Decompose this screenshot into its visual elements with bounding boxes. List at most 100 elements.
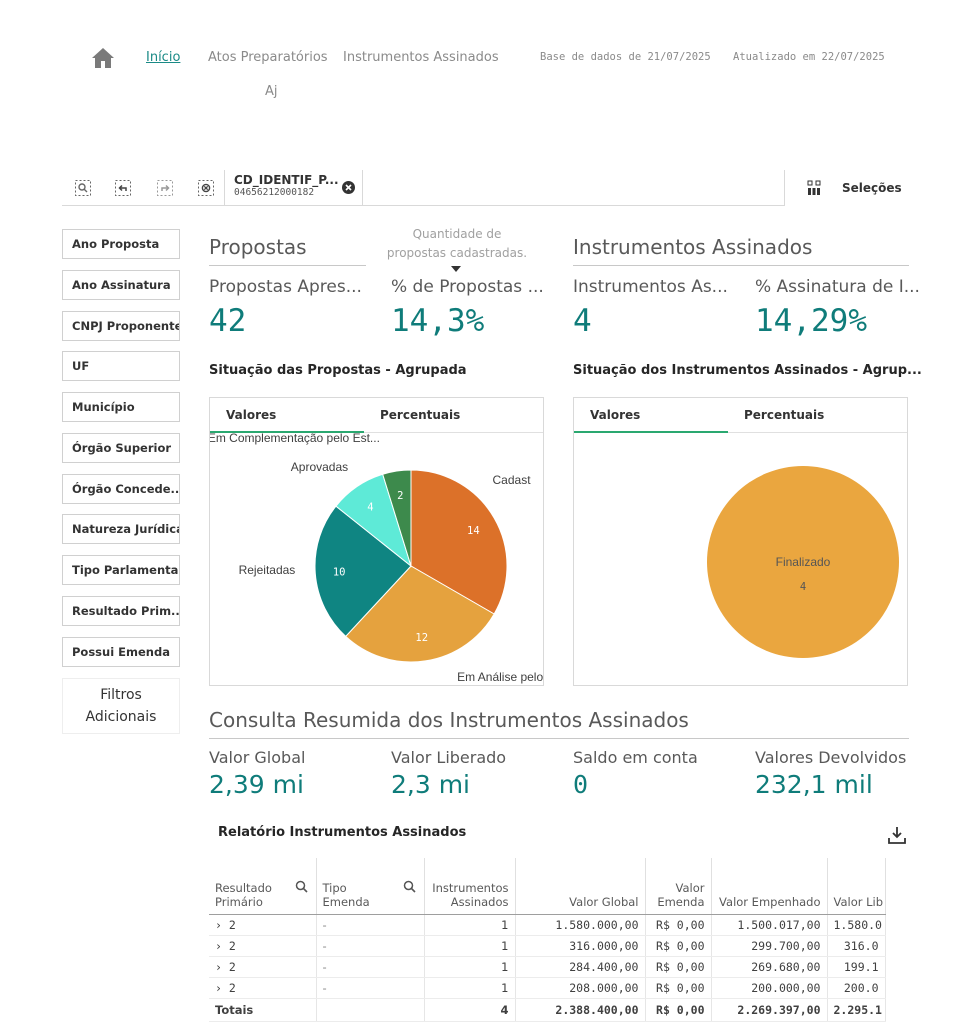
pie-slice-cadast[interactable] [410,469,508,615]
home-icon[interactable] [91,47,115,69]
pie-slice-em-complementacao-pelo-est[interactable] [382,469,412,567]
cell-totais-tipo [316,997,425,1022]
cell-valor-global: 316.000,00 [515,935,646,957]
chart-instrumentos-tabs: Valores Percentuais [574,398,907,433]
pie-label-cadast: Cadast [493,473,532,487]
pie-slice-em-analise-pelo-org[interactable] [344,565,495,663]
tab-valores[interactable]: Valores [210,398,364,433]
pie-slice-finalizado[interactable] [707,466,899,658]
cell-valor-global: 284.400,00 [515,956,646,978]
kpi-percent-assinatura-label: % Assinatura de I... [755,277,920,297]
cell-valor-liberado: 200.0 [827,977,886,999]
cell-valor-empenhado: 200.000,00 [711,977,828,999]
search-icon[interactable] [403,880,416,896]
cell-instrumentos: 1 [424,977,516,999]
tab-valores-instrumentos[interactable]: Valores [574,398,728,433]
tab-percentuais-instrumentos-label: Percentuais [744,408,825,422]
pie-label-em-complementacao-pelo-est: Em Complementação pelo Est... [210,433,380,445]
cell-resultado: › 2 [209,935,317,957]
filter-tipo-parlamentar[interactable]: Tipo Parlamentar [62,555,180,585]
col-valor-emenda[interactable]: Valor Emenda [645,858,712,915]
kpi-percent-propostas-label: % de Propostas ... [391,277,544,297]
kpi-instrumentos-assinados-value: 4 [573,303,592,339]
cell-totais-valor-global: 2.388.400,00 [515,997,646,1022]
consulta-divider [209,738,909,739]
nav-atos-preparatorios[interactable]: Atos Preparatórios [208,50,328,65]
cell-tipo-emenda: - [316,935,425,957]
step-forward-icon[interactable] [154,178,176,198]
consulta-title: Consulta Resumida dos Instrumentos Assin… [209,708,689,732]
nav-aj[interactable]: Aj [265,84,278,99]
table-row[interactable]: › 2 - 1 1.580.000,00 R$ 0,00 1.500.017,0… [209,914,886,936]
chart-instrumentos-title: Situação dos Instrumentos Assinados - Ag… [573,363,922,378]
col-resultado-primario-label: Resultado Primário [215,880,272,909]
smart-search-icon[interactable] [72,178,94,198]
filter-natureza-juridica[interactable]: Natureza Jurídica [62,514,180,544]
filter-resultado-primario[interactable]: Resultado Prim... [62,596,180,626]
kpi-saldo-conta-value: 0 [573,770,589,799]
cell-valor-emenda: R$ 0,00 [645,914,712,936]
cell-valor-liberado: 199.1 [827,956,886,978]
filter-cnpj-proponente[interactable]: CNPJ Proponente [62,311,180,341]
col-resultado-primario[interactable]: Resultado Primário [209,858,317,915]
propostas-tooltip: Quantidade de propostas cadastradas. [386,227,528,260]
relatorio-title: Relatório Instrumentos Assinados [218,825,467,840]
cell-tipo-emenda: - [316,977,425,999]
nav-instrumentos-assinados[interactable]: Instrumentos Assinados [343,50,499,65]
cell-instrumentos: 1 [424,956,516,978]
table-row[interactable]: › 2 - 1 284.400,00 R$ 0,00 269.680,00 19… [209,956,886,978]
filtros-adicionais-button[interactable]: Filtros Adicionais [62,678,180,734]
pie-value-em-analise-pelo-org: 12 [415,632,428,644]
remove-selection-icon[interactable] [342,179,355,194]
tab-percentuais-instrumentos[interactable]: Percentuais [728,398,907,433]
download-icon[interactable] [887,825,907,845]
filter-ano-proposta[interactable]: Ano Proposta [62,229,180,259]
cell-totais-label: Totais [209,997,317,1022]
tab-percentuais[interactable]: Percentuais [364,398,543,433]
selections-icon [807,180,822,200]
kpi-propostas-apresentadas-value: 42 [209,303,247,339]
kpi-saldo-conta-label: Saldo em conta [573,748,698,767]
clear-selections-icon[interactable] [195,178,217,198]
col-tipo-emenda[interactable]: Tipo Emenda [316,858,425,915]
filter-municipio[interactable]: Município [62,392,180,422]
col-valor-global[interactable]: Valor Global [515,858,646,915]
nav-inicio[interactable]: Início [146,50,181,65]
col-valor-liberado[interactable]: Valor Lib [827,858,886,915]
pie-chart-instrumentos[interactable]: 4 Finalizado [574,433,907,685]
col-instrumentos-assinados[interactable]: Instrumentos Assinados [424,858,516,915]
cell-resultado: › 2 [209,977,317,999]
filter-orgao-superior[interactable]: Órgão Superior [62,433,180,463]
selections-button[interactable]: Seleções [805,178,902,200]
toolbar-right-border [784,170,785,206]
cell-tipo-emenda: - [316,914,425,936]
cell-valor-emenda: R$ 0,00 [645,935,712,957]
filter-possui-emenda[interactable]: Possui Emenda [62,637,180,667]
pie-label-finalizado: Finalizado [776,555,831,569]
pie-slice-rejeitadas[interactable] [314,505,412,638]
cell-valor-empenhado: 1.500.017,00 [711,914,828,936]
cell-valor-global: 208.000,00 [515,977,646,999]
pie-chart-propostas[interactable]: 14 Cadast 12 Em Análise pelo Órg 10 Rejeitada… [210,433,543,685]
col-tipo-emenda-label: Tipo Emenda [322,880,370,909]
table-row[interactable]: › 2 - 1 316.000,00 R$ 0,00 299.700,00 31… [209,935,886,957]
search-icon[interactable] [295,880,308,896]
cell-instrumentos: 1 [424,914,516,936]
cell-totais-instrumentos: 4 [424,997,516,1022]
propostas-title: Propostas [209,235,307,259]
filter-uf[interactable]: UF [62,351,180,381]
chart-propostas-panel: Valores Percentuais 14 Cadast 12 Em Análise… [209,397,544,686]
cell-valor-emenda: R$ 0,00 [645,956,712,978]
cell-valor-empenhado: 269.680,00 [711,956,828,978]
step-back-icon[interactable] [112,178,134,198]
cell-valor-global: 1.580.000,00 [515,914,646,936]
selection-chip[interactable]: CD_IDENTIF_P... 04656212000182 [224,170,363,205]
filter-orgao-concedente[interactable]: Órgão Concede... [62,474,180,504]
selection-chip-value: 04656212000182 [234,187,315,198]
col-valor-empenhado[interactable]: Valor Empenhado [711,858,828,915]
cell-instrumentos: 1 [424,935,516,957]
kpi-instrumentos-assinados-label: Instrumentos As... [573,277,728,297]
table-row[interactable]: › 2 - 1 208.000,00 R$ 0,00 200.000,00 20… [209,977,886,999]
cell-tipo-emenda: - [316,956,425,978]
filter-ano-assinatura[interactable]: Ano Assinatura [62,270,180,300]
